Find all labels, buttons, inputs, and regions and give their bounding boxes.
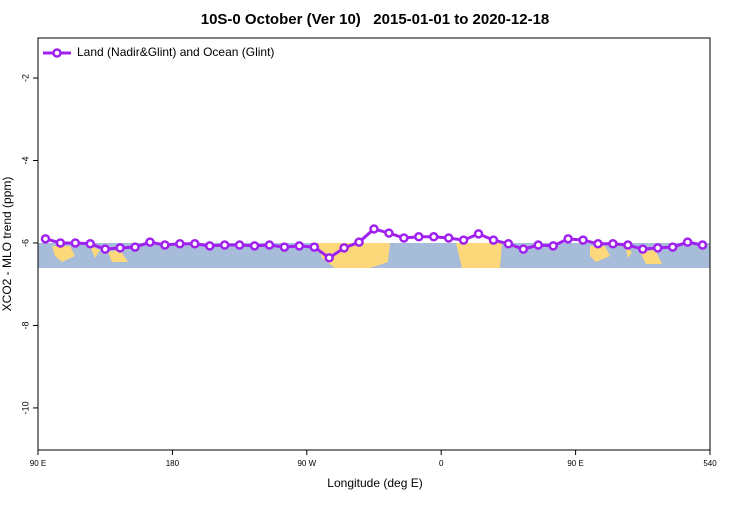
point [279,242,290,252]
point [55,238,66,248]
point [115,243,125,253]
legend-marker [52,48,62,58]
y-axis-label: XCO2 - MLO trend (ppm) [0,177,14,312]
point [70,238,81,248]
point [473,229,484,239]
point [548,241,558,251]
point [160,240,170,250]
point [175,239,185,249]
point [309,242,320,252]
point [533,240,544,250]
point [369,224,379,234]
land [590,246,662,264]
x-tick-label: 90 E [30,459,46,468]
point [130,242,140,252]
land [456,243,502,268]
point [488,235,499,245]
point [204,241,215,251]
point [667,242,678,252]
point [428,232,439,242]
point [458,235,469,245]
point [219,240,230,250]
point [324,253,334,263]
x-axis-label: Longitude (deg E) [327,476,422,490]
point [608,239,618,249]
point [339,243,349,253]
point [414,232,424,242]
point [40,234,51,244]
point [682,237,693,247]
y-tick-label: -2 [20,74,30,82]
land [52,246,128,262]
point [234,240,245,250]
point [294,241,305,251]
x-tick-label: 0 [439,459,444,468]
y-tick-label: -6 [20,239,30,247]
point [100,244,110,254]
point [638,244,648,254]
point [85,239,96,249]
point [563,234,573,244]
land [318,243,390,268]
y-tick-label: -8 [20,321,30,329]
y-tick-label: -4 [20,156,30,164]
x-tick-label: 180 [166,459,180,468]
legend-label: Land (Nadir&Glint) and Ocean (Glint) [77,45,274,59]
point [518,244,529,254]
chart-title: 10S-0 October (Ver 10) 2015-01-01 to 202… [201,11,550,28]
point [623,240,633,250]
point [652,243,663,253]
point [443,233,454,243]
plot-frame [37,37,711,451]
point [697,240,708,250]
point [384,228,394,238]
point [264,240,275,250]
x-tick-label: 540 [703,459,717,468]
point [145,237,155,247]
x-tick-label: 90 E [567,459,583,468]
point [190,239,200,249]
point [354,237,364,247]
point [578,235,588,245]
x-tick-label: 90 W [297,459,316,468]
point [399,233,409,243]
y-tick-label: -10 [20,401,30,414]
point [249,241,260,251]
point [503,239,514,249]
point [593,239,603,249]
